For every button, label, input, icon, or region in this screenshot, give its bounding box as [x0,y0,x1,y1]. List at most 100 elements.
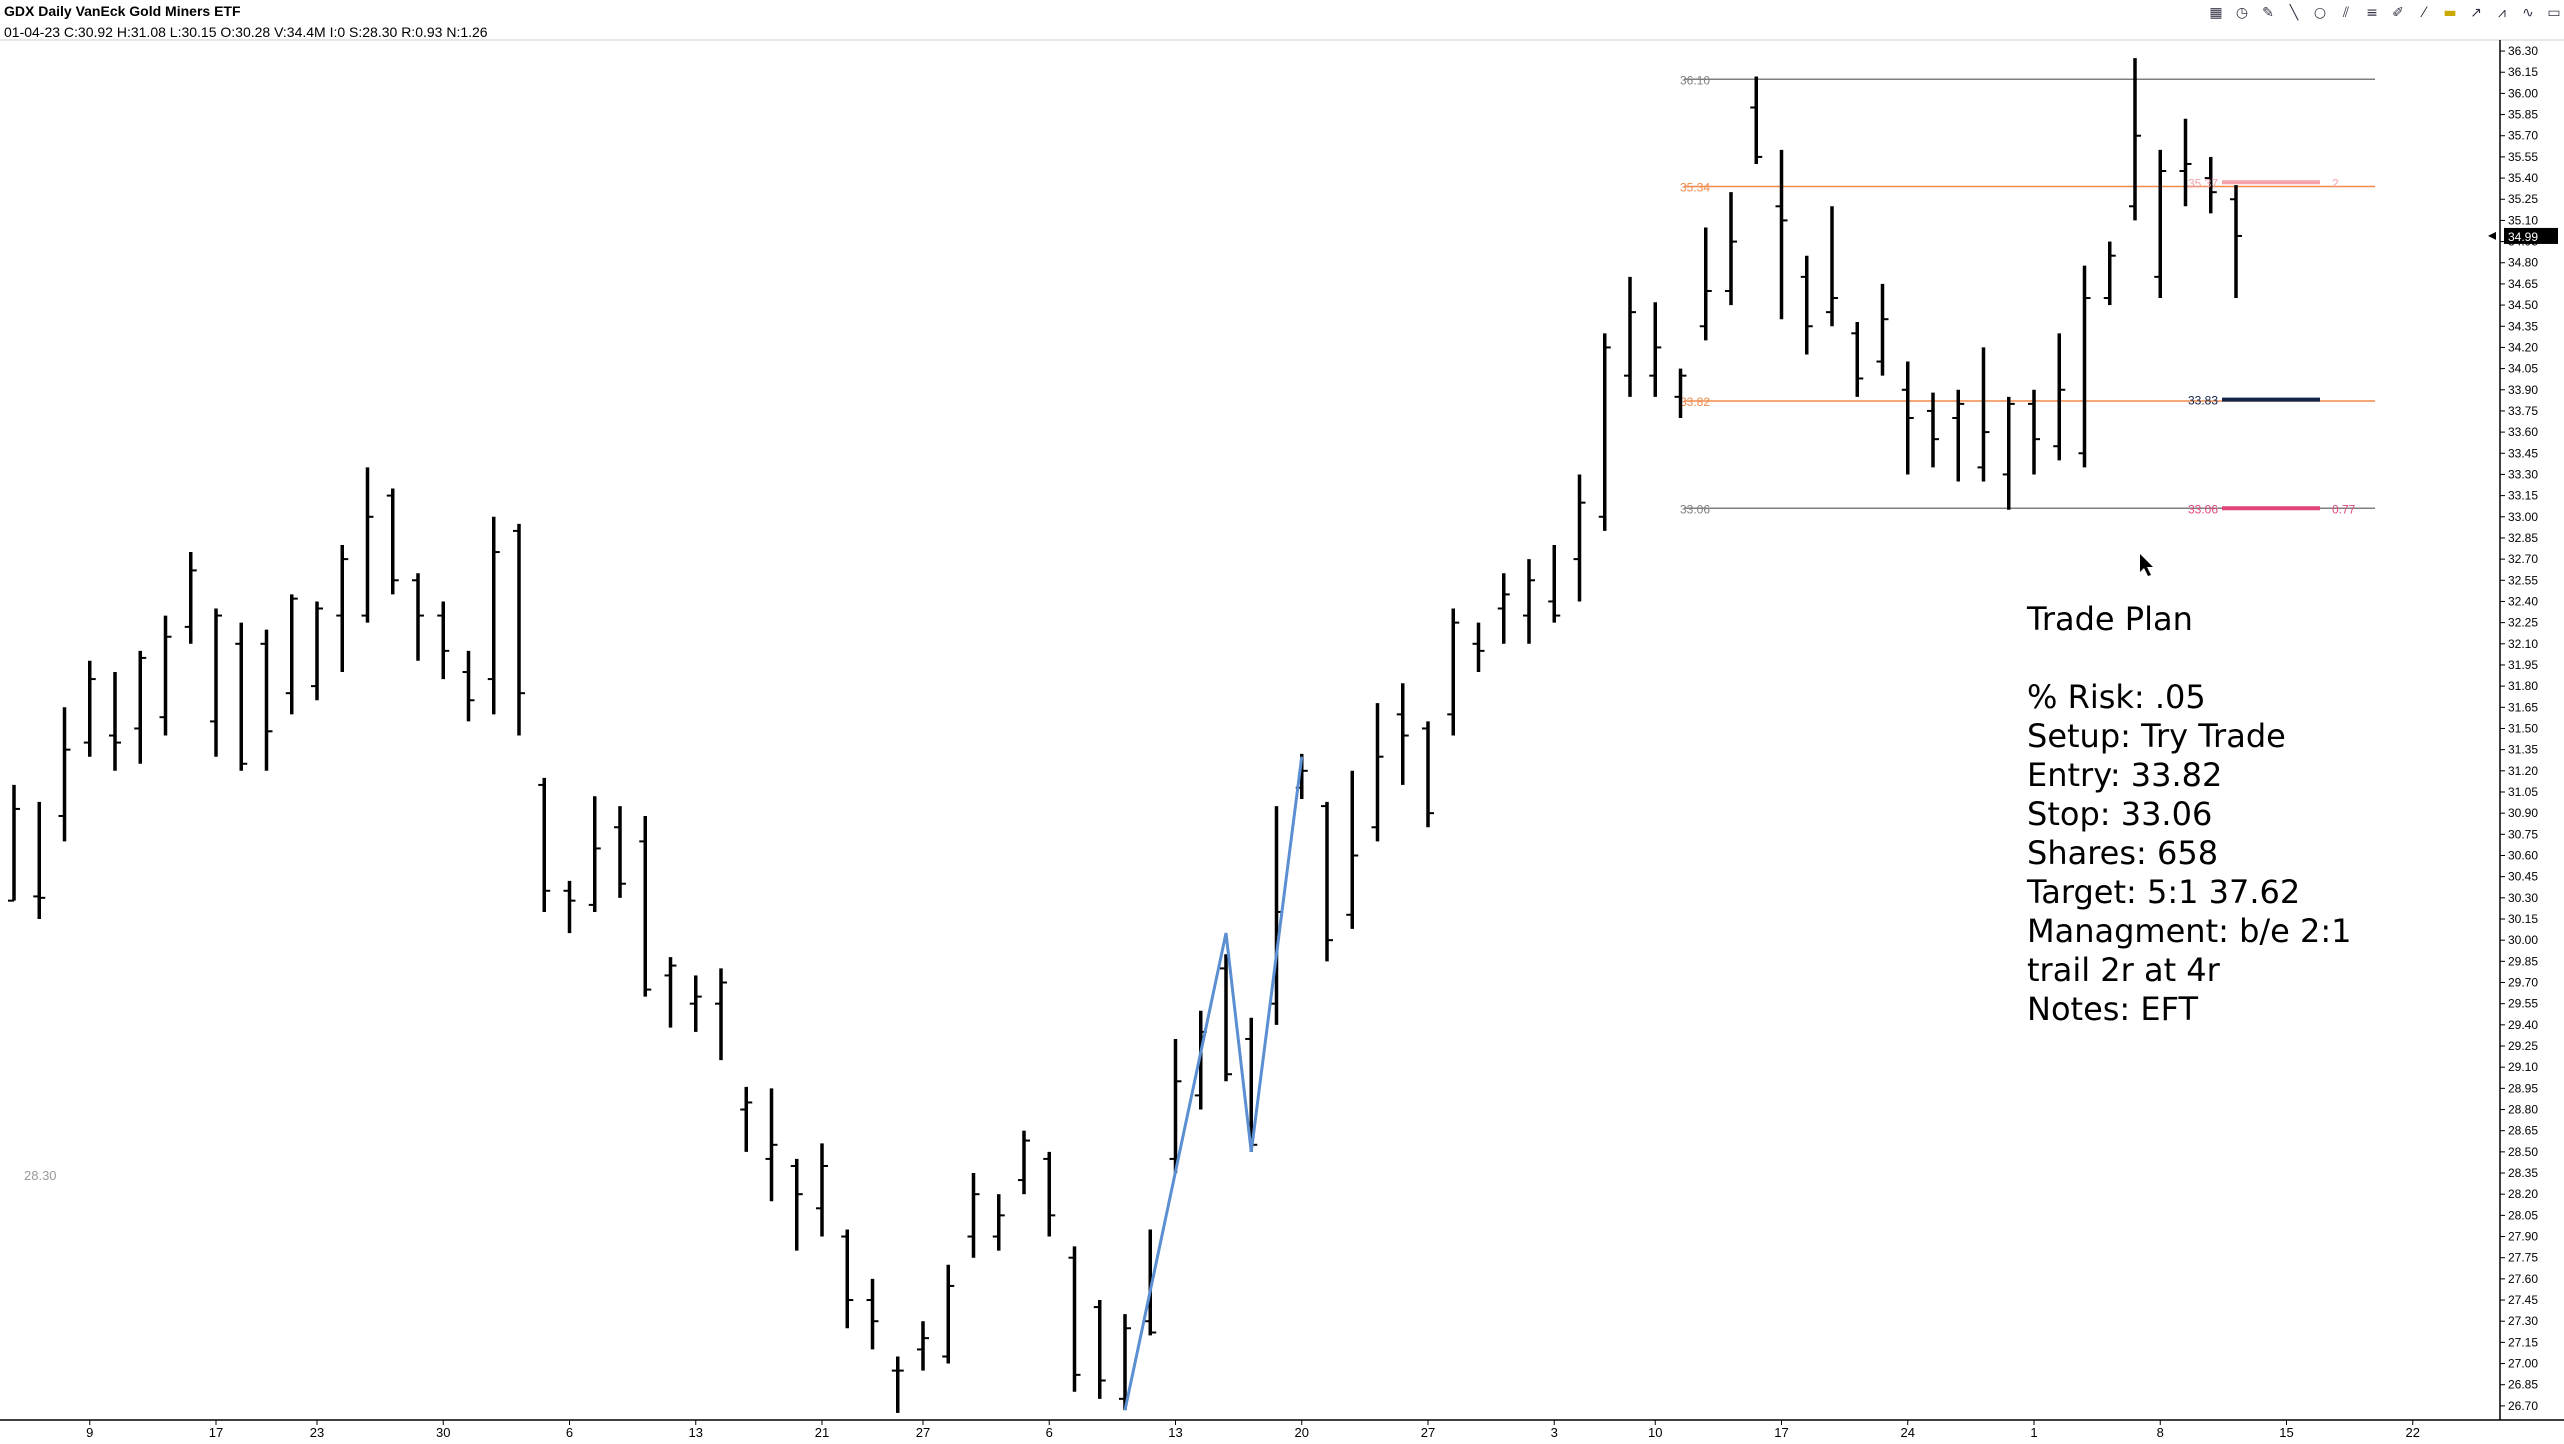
y-tick-label: 34.80 [2508,256,2538,270]
ohlc-bar [159,615,172,736]
ohlc-bar [1422,721,1434,828]
trade-marker-right-label: 2 [2332,176,2339,190]
trade-marker-label: 33.83 [2188,394,2218,408]
ohlc-bar [1144,1229,1157,1336]
x-tick-label: 22 [2406,1425,2420,1440]
trade-marker-label: 35.37 [2188,176,2218,190]
y-tick-label: 31.80 [2508,679,2538,693]
y-tick-label: 31.35 [2508,743,2538,757]
ohlc-bar [1927,392,1939,468]
ohlc-bar [790,1158,803,1251]
trade-plan-notes: Notes: EFT [2027,990,2198,1028]
line-tool-icon[interactable]: ╲ [2289,5,2299,21]
ohlc-bar [1674,368,1687,418]
ohlc-bar [1699,227,1712,341]
level-label: 33.06 [1680,502,1710,516]
y-tick-label: 27.15 [2508,1335,2538,1349]
y-tick-label: 33.45 [2508,446,2538,460]
x-tick-label: 9 [86,1425,93,1440]
y-tick-label: 33.90 [2508,383,2538,397]
draw-tool-icon[interactable]: ✐ [2392,5,2404,21]
ohlc-bar [8,784,20,902]
y-tick-label: 30.60 [2508,848,2538,862]
brush-icon[interactable]: ⁄ [2422,5,2426,21]
y-tick-label: 34.20 [2508,340,2538,354]
y-tick-label: 29.25 [2508,1039,2538,1053]
trade-marker-right-label: 0.77 [2332,502,2356,516]
ohlc-bar [588,796,601,912]
ohlc-bar [134,650,147,764]
ohlc-bar [1750,76,1763,164]
ohlc-bar [412,573,424,661]
ohlc-bar [235,622,248,771]
circle-tool-icon[interactable]: ○ [2313,5,2327,21]
ohlc-bar [1396,683,1409,785]
ohlc-bar [2230,185,2242,299]
ohlc-bar [2204,156,2217,214]
x-tick-label: 30 [436,1425,450,1440]
y-tick-label: 29.85 [2508,954,2538,968]
side-price-label: 28.30 [24,1168,57,1183]
y-tick-label: 27.00 [2508,1357,2538,1371]
ohlc-bar [1523,559,1535,644]
rectangle-tool-icon[interactable]: ▬ [2443,5,2457,21]
ohlc-bar [1598,333,1611,531]
ohlc-bar [83,660,96,757]
clock-icon[interactable]: ◷ [2235,5,2249,21]
cursor-icon [2140,554,2153,576]
y-tick-label: 27.30 [2508,1314,2538,1328]
ohlc-bar [1245,1017,1258,1152]
trend-line-icon[interactable]: ↗ [2470,5,2482,21]
y-tick-label: 27.75 [2508,1251,2538,1265]
ohlc-bar [513,523,525,736]
layers-icon[interactable]: ▦ [2209,5,2223,21]
ohlc-bar [2028,389,2040,475]
y-tick-label: 33.60 [2508,425,2538,439]
last-price-box [2504,227,2558,244]
y-tick-label: 30.75 [2508,827,2538,841]
trade-plan-title: Trade Plan [2027,600,2193,638]
chart-title: GDX Daily VanEck Gold Miners ETF [4,3,241,19]
ohlc-bar [1977,347,1990,482]
y-tick-label: 32.85 [2508,531,2538,545]
y-tick-label: 29.70 [2508,976,2538,990]
x-tick-label: 13 [1168,1425,1182,1440]
pencil-icon[interactable]: ✎ [2262,5,2274,21]
y-tick-label: 30.90 [2508,806,2538,820]
ohlc-bar [2179,118,2192,207]
x-tick-label: 24 [1901,1425,1915,1440]
parallel-lines-icon[interactable]: ⫽ [2342,5,2350,21]
wave-icon[interactable]: ∿ [2522,5,2534,21]
trade-plan-setup: Setup: Try Trade [2027,717,2286,755]
y-tick-label: 35.85 [2508,108,2538,122]
x-tick-label: 21 [815,1425,829,1440]
y-tick-label: 29.40 [2508,1018,2538,1032]
y-tick-label: 34.05 [2508,362,2538,376]
trade-plan-shares: Shares: 658 [2027,834,2219,872]
x-tick-label: 27 [916,1425,930,1440]
y-tick-label: 34.35 [2508,319,2538,333]
ohlc-bar [1497,573,1510,644]
ohlc-bar [538,777,551,912]
ohlc-bar [2002,396,2015,510]
y-tick-label: 33.75 [2508,404,2538,418]
y-tick-label: 27.45 [2508,1293,2538,1307]
zigzag-icon[interactable]: ⩘ [2498,5,2506,21]
ohlc-bar [210,608,222,757]
y-tick-label: 30.00 [2508,933,2538,947]
y-tick-label: 32.55 [2508,573,2538,587]
ohlc-bar [109,672,121,771]
ohlc-bar [1901,361,1914,475]
ohlc-bar [1018,1130,1030,1195]
ohlc-bar [1321,801,1333,962]
ohlc-bar [891,1356,904,1413]
minimize-icon[interactable]: ▭ [2547,5,2561,21]
fib-tool-icon[interactable]: ≡ [2366,5,2378,21]
y-tick-label: 28.50 [2508,1145,2538,1159]
y-tick-label: 36.15 [2508,65,2538,79]
ohlc-bar [1371,703,1384,842]
x-tick-label: 23 [310,1425,324,1440]
y-tick-label: 32.70 [2508,552,2538,566]
y-tick-label: 31.50 [2508,721,2538,735]
